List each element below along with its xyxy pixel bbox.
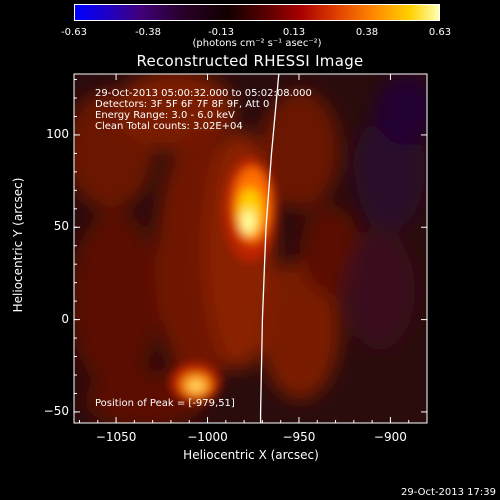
heatmap-image	[74, 74, 427, 423]
colorbar-tick-label: 0.63	[428, 27, 452, 38]
y-axis-ticks	[74, 79, 427, 413]
peak-position-annotation: Position of Peak = [-979,51]	[95, 398, 235, 409]
x-tick-label: −900	[373, 430, 407, 444]
x-tick-label: −1000	[187, 430, 228, 444]
colorbar	[74, 4, 440, 21]
time-range-annotation: 29-Oct-2013 05:00:32.000 to 05:02:08.000	[95, 88, 312, 99]
chart-title: Reconstructed RHESSI Image	[136, 52, 364, 70]
y-tick-label: 50	[53, 219, 69, 234]
x-axis-label: Heliocentric X (arcsec)	[183, 448, 319, 462]
colorbar-tick-label: -0.38	[135, 27, 161, 38]
y-tick-label: 0	[61, 311, 69, 326]
x-tick-label: −1050	[95, 430, 137, 444]
y-axis-label: Heliocentric Y (arcsec)	[11, 177, 25, 313]
energy-range-annotation: Energy Range: 3.0 - 6.0 keV	[95, 110, 235, 121]
y-tick-label: −50	[43, 403, 69, 418]
colorbar-tick-label: 0.38	[355, 27, 379, 38]
x-axis-ticks	[78, 74, 428, 423]
colorbar-tick-label: -0.13	[208, 27, 234, 38]
solar-limb-line	[259, 74, 280, 423]
clean-annotation: Clean Total counts: 3.02E+04	[95, 121, 243, 132]
y-tick-label: 100	[46, 126, 69, 141]
colorbar-tick-label: 0.13	[282, 27, 306, 38]
colorbar-unit-label: (photons cm⁻² s⁻¹ asec⁻²)	[192, 38, 322, 49]
x-tick-label: −950	[282, 430, 316, 444]
colorbar-tick-label: -0.63	[61, 27, 87, 38]
plot-timestamp: 29-Oct-2013 17:39	[401, 487, 496, 498]
detectors-annotation: Detectors: 3F 5F 6F 7F 8F 9F, Att 0	[95, 99, 270, 110]
plot-frame	[73, 73, 428, 424]
